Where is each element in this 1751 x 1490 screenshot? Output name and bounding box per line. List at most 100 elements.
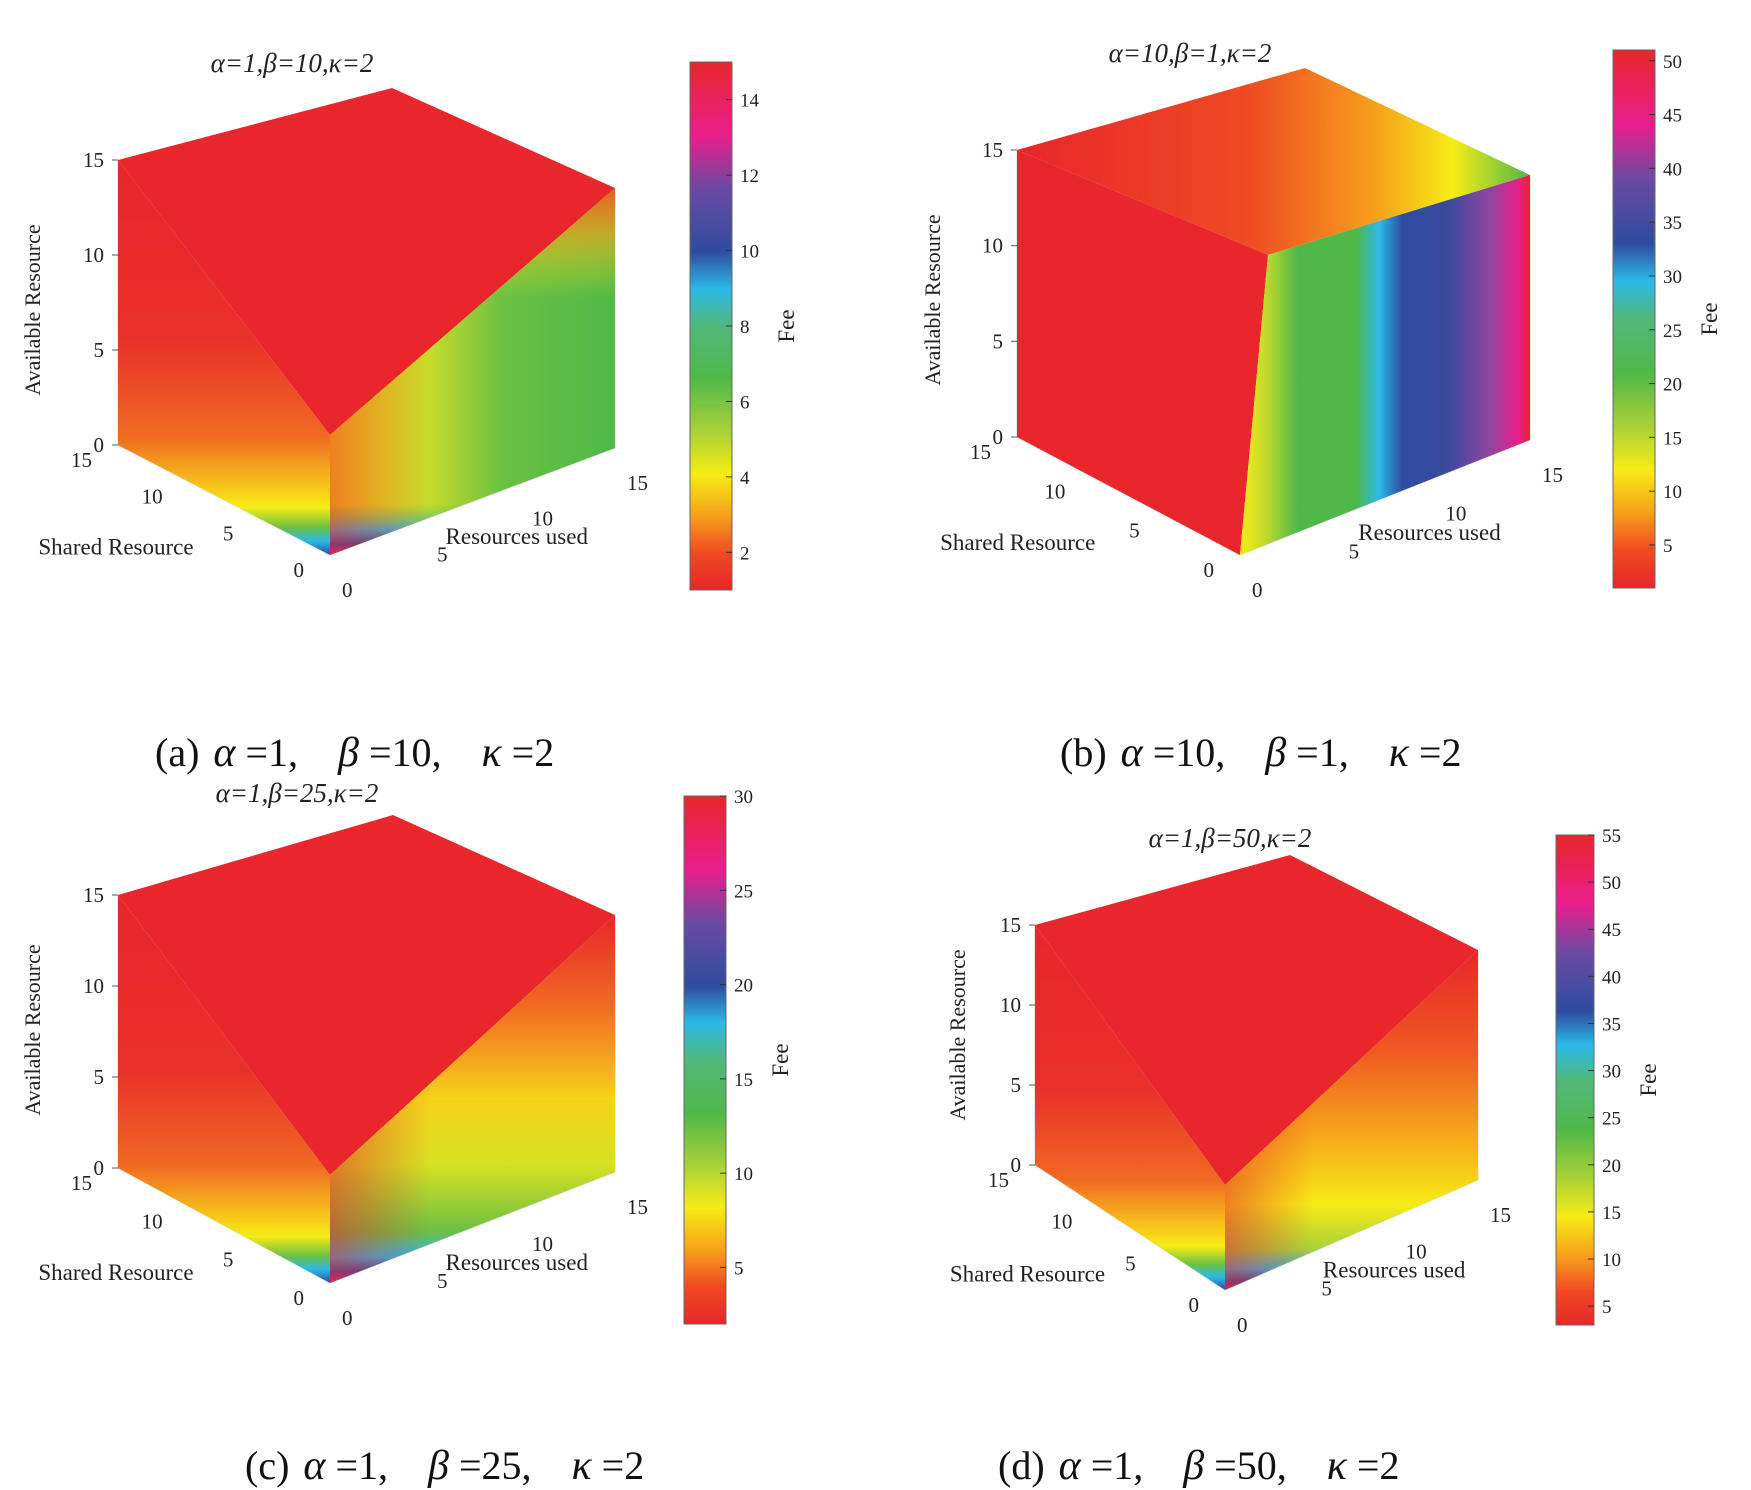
beta-symbol: β <box>1265 730 1287 776</box>
z-tick-label: 10 <box>83 243 104 267</box>
y-tick-label: 15 <box>71 1171 92 1195</box>
colorbar-tick-label: 8 <box>740 317 750 338</box>
z-tick-label: 15 <box>1000 913 1021 937</box>
cube-right-face-fade <box>330 915 615 1283</box>
cube-left-face <box>1017 150 1268 555</box>
colorbar-label: Fee <box>1636 1063 1661 1096</box>
y-tick-label: 0 <box>294 1286 305 1310</box>
caption-kappa-value: =2 <box>1356 1443 1400 1488</box>
z-tick-label: 5 <box>993 329 1004 353</box>
x-tick-label: 15 <box>627 1195 648 1219</box>
y-tick-label: 10 <box>1044 479 1065 503</box>
y-tick-label: 15 <box>71 448 92 472</box>
x-tick-label: 5 <box>1321 1276 1332 1300</box>
colorbar-tick-label: 10 <box>734 1164 753 1185</box>
z-tick-label: 15 <box>982 138 1003 162</box>
caption-letter: (c) <box>245 1443 290 1488</box>
x-tick-label: 5 <box>1349 540 1360 564</box>
x-tick-label: 10 <box>1406 1240 1427 1264</box>
colorbar-tick-label: 35 <box>1602 1014 1621 1035</box>
y-axis-label: Shared Resource <box>940 530 1095 555</box>
caption-alpha-value: =1, <box>335 1443 389 1488</box>
cube-top-face <box>118 88 615 435</box>
colorbar-tick-label: 12 <box>740 166 759 187</box>
x-tick-label: 15 <box>1490 1203 1511 1227</box>
caption-letter: (b) <box>1060 730 1107 775</box>
beta-symbol: β <box>1183 1443 1205 1489</box>
y-tick-label: 0 <box>1204 558 1215 582</box>
colorbar-tick-label: 10 <box>740 242 759 263</box>
alpha-symbol: α <box>1120 730 1143 776</box>
x-axis-label: Resources used <box>1358 520 1501 545</box>
cube-left-face <box>118 895 330 1283</box>
y-tick-label: 0 <box>294 558 305 582</box>
z-tick-label: 0 <box>94 433 105 457</box>
caption-beta-value: =10, <box>368 730 442 775</box>
colorbar-tick-label: 20 <box>1663 375 1682 396</box>
colorbar-tick-label: 55 <box>1602 826 1621 847</box>
x-tick-label: 10 <box>1445 501 1466 525</box>
alpha-symbol: α <box>303 1443 326 1489</box>
caption-d: (d) α =1, β =50, κ =2 <box>978 1395 1399 1490</box>
z-tick-label: 10 <box>982 234 1003 258</box>
colorbar-tick-label: 2 <box>740 543 750 564</box>
x-tick-label: 10 <box>532 507 553 531</box>
colorbar-tick-label: 10 <box>1602 1250 1621 1271</box>
colorbar-tick-label: 40 <box>1663 159 1682 180</box>
x-tick-label: 10 <box>532 1232 553 1256</box>
caption-alpha-value: =1, <box>245 730 299 775</box>
caption-beta-value: =50, <box>1214 1443 1287 1488</box>
x-tick-label: 5 <box>437 542 448 566</box>
caption-b: (b) α =10, β =1, κ =2 <box>1040 682 1461 777</box>
cube-faces <box>1017 68 1530 555</box>
cube-faces <box>118 815 615 1283</box>
x-tick-label: 0 <box>342 1306 353 1330</box>
panel-b: α=10,β=1,κ=2 0 5 10 15 Available Resource 0 5 10… <box>920 38 1722 602</box>
z-tick-label: 15 <box>83 883 104 907</box>
cube-left-face <box>118 160 330 555</box>
x-axis-label: Resources used <box>446 1250 589 1275</box>
x-tick-label: 15 <box>1542 463 1563 487</box>
colorbar-tick-label: 14 <box>740 91 760 112</box>
colorbar-tick-label: 50 <box>1602 873 1621 894</box>
z-tick-label: 5 <box>94 338 105 362</box>
caption-beta-value: =25, <box>458 1443 532 1488</box>
z-axis-label: Available Resource <box>945 949 970 1120</box>
colorbar-tick-label: 35 <box>1663 213 1682 234</box>
x-tick-label: 0 <box>342 578 353 602</box>
y-tick-label: 10 <box>1051 1210 1072 1234</box>
colorbar-tick-label: 40 <box>1602 967 1621 988</box>
x-tick-label: 0 <box>1237 1313 1248 1337</box>
panel-title: α=1,β=10,κ=2 <box>211 48 374 78</box>
x-axis-label: Resources used <box>1323 1258 1466 1283</box>
z-tick-label: 5 <box>1011 1073 1022 1097</box>
colorbar-tick-label: 45 <box>1602 920 1621 941</box>
alpha-symbol: α <box>1058 1443 1081 1489</box>
colorbar-tick-label: 4 <box>740 468 750 489</box>
kappa-symbol: κ <box>1388 730 1409 776</box>
x-tick-label: 0 <box>1252 578 1263 602</box>
colorbar <box>683 795 727 1325</box>
y-tick-label: 15 <box>988 1168 1009 1192</box>
x-tick-label: 5 <box>437 1269 448 1293</box>
kappa-symbol: κ <box>1326 1443 1347 1489</box>
y-axis-label: Shared Resource <box>38 1260 193 1285</box>
z-axis-label: Available Resource <box>920 214 945 385</box>
colorbar-tick-label: 6 <box>740 392 750 413</box>
colorbar <box>689 61 733 591</box>
caption-kappa-value: =2 <box>601 1443 645 1488</box>
y-tick-label: 10 <box>142 1209 163 1233</box>
caption-alpha-value: =1, <box>1090 1443 1144 1488</box>
x-axis-label: Resources used <box>446 524 589 549</box>
panel-c: α=1,β=25,κ=2 0 5 10 15 Available Resource 0 5 10… <box>20 778 793 1330</box>
y-tick-label: 0 <box>1189 1293 1200 1317</box>
y-tick-label: 15 <box>970 440 991 464</box>
caption-alpha-value: =10, <box>1152 730 1226 775</box>
colorbar-label: Fee <box>768 1043 793 1076</box>
cube-top-face <box>1017 68 1530 255</box>
colorbar-tick-label: 30 <box>1663 267 1682 288</box>
colorbar-tick-label: 5 <box>1663 536 1673 557</box>
alpha-symbol: α <box>213 730 236 776</box>
z-tick-label: 0 <box>993 425 1004 449</box>
caption-c: (c) α =1, β =25, κ =2 <box>225 1395 644 1490</box>
